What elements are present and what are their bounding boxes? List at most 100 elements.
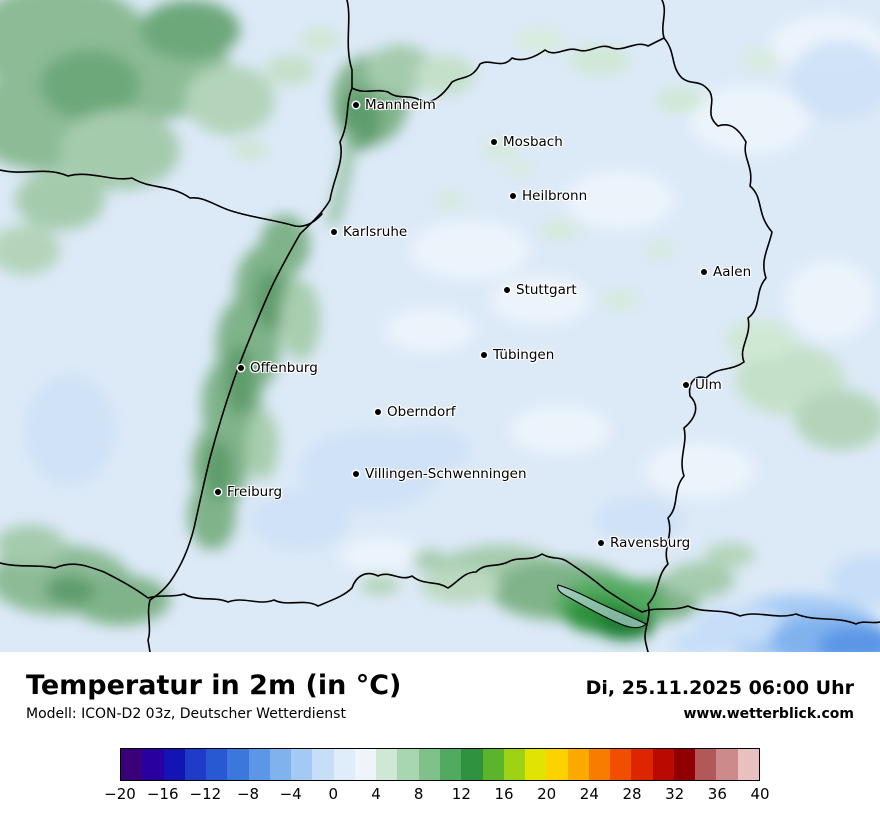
colorbar-segment bbox=[567, 749, 589, 780]
colorbar-tick-label: −4 bbox=[279, 785, 302, 803]
city-label: Oberndorf bbox=[387, 404, 456, 420]
city-dot-icon bbox=[504, 287, 510, 293]
city-marker: Offenburg bbox=[238, 360, 318, 376]
border-north bbox=[351, 37, 665, 103]
colorbar-segment bbox=[333, 749, 355, 780]
city-label: Karlsruhe bbox=[343, 224, 408, 240]
city-dot-icon bbox=[215, 489, 221, 495]
city-label: Ulm bbox=[695, 377, 722, 393]
city-layer: Mannheim Mosbach Heilbronn Karlsruhe Stuttga… bbox=[215, 97, 751, 551]
colorbar-tick-label: 24 bbox=[579, 785, 599, 803]
city-dot-icon bbox=[491, 139, 497, 145]
city-marker: Mannheim bbox=[353, 97, 436, 113]
model-info: Modell: ICON-D2 03z, Deutscher Wetterdie… bbox=[26, 706, 346, 722]
city-dot-icon bbox=[598, 540, 604, 546]
colorbar-segment bbox=[269, 749, 292, 780]
colorbar-segment bbox=[142, 749, 164, 780]
city-label: Mosbach bbox=[503, 134, 563, 150]
colorbar-tick-label: 40 bbox=[750, 785, 770, 803]
colorbar-segment bbox=[206, 749, 228, 780]
colorbar-segment bbox=[354, 749, 377, 780]
city-dot-icon bbox=[481, 352, 487, 358]
border-south bbox=[0, 553, 880, 625]
border-rhine bbox=[149, 0, 353, 601]
footer: Temperatur in 2m (in °C) Di, 25.11.2025 … bbox=[0, 652, 880, 807]
colorbar-segment bbox=[184, 749, 207, 780]
temperature-map: Mannheim Mosbach Heilbronn Karlsruhe Stuttga… bbox=[0, 0, 880, 652]
colorbar-tick-label: −20 bbox=[104, 785, 136, 803]
colorbar-segment bbox=[737, 749, 759, 780]
border-north-exit bbox=[661, 0, 666, 39]
colorbar-segment bbox=[652, 749, 674, 780]
colorbar-segment bbox=[695, 749, 717, 780]
city-marker: Tübingen bbox=[481, 347, 554, 363]
city-label: Mannheim bbox=[365, 97, 436, 113]
lake-constance bbox=[557, 584, 647, 629]
colorbar-tick-label: 4 bbox=[371, 785, 381, 803]
colorbar-tick-label: 36 bbox=[707, 785, 727, 803]
colorbar-tick-label: 8 bbox=[413, 785, 424, 803]
colorbar-segment bbox=[546, 749, 568, 780]
colorbar-tick-label: 20 bbox=[537, 785, 557, 803]
colorbar-segment bbox=[482, 749, 504, 780]
colorbar-segment bbox=[418, 749, 440, 780]
forecast-datetime: Di, 25.11.2025 06:00 Uhr bbox=[585, 677, 854, 699]
colorbar-tick-label: −16 bbox=[146, 785, 179, 803]
temperature-patches bbox=[0, 0, 880, 652]
page-title: Temperatur in 2m (in °C) bbox=[26, 670, 402, 701]
city-dot-icon bbox=[353, 102, 359, 108]
border-basel-south bbox=[147, 599, 151, 652]
colorbar-segment bbox=[503, 749, 526, 780]
border-alsace-north bbox=[0, 169, 323, 228]
colorbar-tick-label: 28 bbox=[622, 785, 642, 803]
city-label: Freiburg bbox=[227, 484, 283, 500]
city-label: Ravensburg bbox=[610, 535, 691, 551]
city-label: Tübingen bbox=[493, 347, 555, 363]
city-marker: Ulm bbox=[683, 377, 722, 393]
colorbar-segment bbox=[376, 749, 398, 780]
colorbar-segments bbox=[120, 748, 760, 781]
colorbar-segment bbox=[312, 749, 334, 780]
colorbar-ticks: −20 −16 −12 −8 −4 0 4 8 12 16 20 24 28 32 36 40 bbox=[104, 785, 769, 807]
city-label: Heilbronn bbox=[522, 188, 588, 204]
city-label: Stuttgart bbox=[516, 282, 577, 298]
city-marker: Karlsruhe bbox=[331, 224, 407, 240]
city-marker: Oberndorf bbox=[375, 404, 456, 420]
colorbar-segment bbox=[716, 749, 738, 780]
colorbar-tick-label: −8 bbox=[236, 785, 260, 803]
colorbar-segment bbox=[610, 749, 632, 780]
city-marker: Heilbronn bbox=[510, 188, 587, 204]
city-marker: Stuttgart bbox=[504, 282, 577, 298]
colorbar-segment bbox=[121, 749, 143, 780]
colorbar-segment bbox=[673, 749, 696, 780]
colorbar-segment bbox=[631, 749, 653, 780]
border-east bbox=[644, 37, 773, 652]
city-dot-icon bbox=[238, 365, 244, 371]
colorbar-segment bbox=[163, 749, 185, 780]
city-dot-icon bbox=[331, 229, 337, 235]
city-marker: Aalen bbox=[701, 264, 751, 280]
city-dot-icon bbox=[375, 409, 381, 415]
colorbar-segment bbox=[397, 749, 419, 780]
city-dot-icon bbox=[683, 382, 689, 388]
city-dot-icon bbox=[701, 269, 707, 275]
colorbar-tick-label: 0 bbox=[328, 785, 339, 803]
city-label: Villingen-Schwenningen bbox=[365, 466, 527, 482]
city-marker: Mosbach bbox=[491, 134, 563, 150]
city-label: Offenburg bbox=[250, 360, 318, 376]
colorbar-segment bbox=[461, 749, 483, 780]
map-canvas bbox=[0, 0, 880, 652]
colorbar-segment bbox=[588, 749, 611, 780]
colorbar-segment bbox=[291, 749, 313, 780]
colorbar-tick-label: 32 bbox=[665, 785, 685, 803]
colorbar-segment bbox=[227, 749, 249, 780]
colorbar-tick-label: 12 bbox=[451, 785, 471, 803]
border-lines bbox=[0, 0, 880, 652]
city-marker: Ravensburg bbox=[598, 535, 690, 551]
city-dot-icon bbox=[510, 193, 516, 199]
city-label: Aalen bbox=[713, 264, 752, 280]
city-marker: Villingen-Schwenningen bbox=[353, 466, 527, 482]
city-marker: Freiburg bbox=[215, 484, 282, 500]
colorbar-segment bbox=[439, 749, 462, 780]
